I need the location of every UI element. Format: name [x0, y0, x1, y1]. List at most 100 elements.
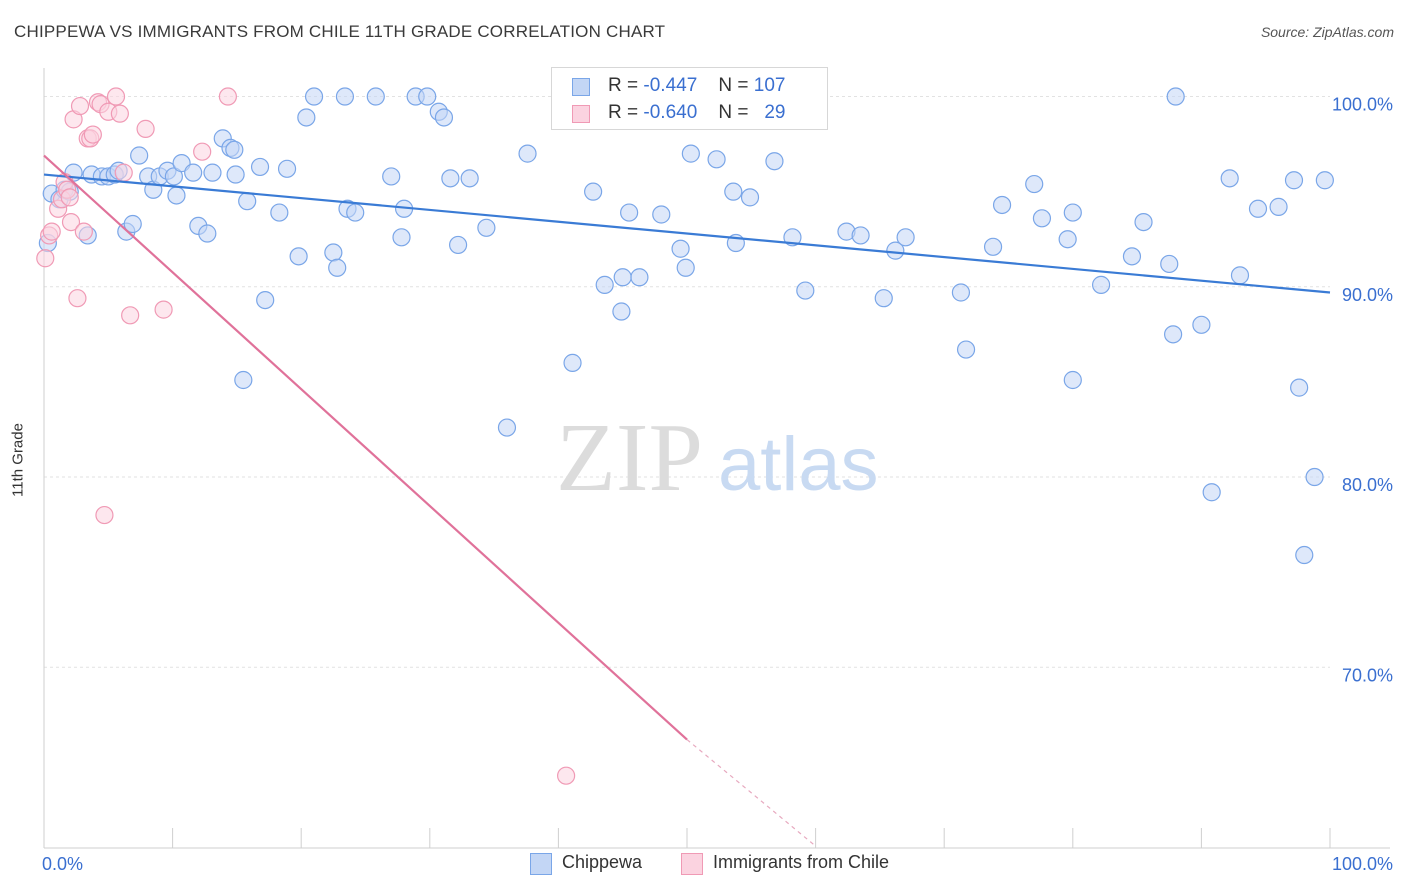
chippewa-point	[630, 268, 649, 287]
chippewa-point	[886, 241, 905, 260]
chippewa-point	[563, 353, 582, 372]
chippewa-point	[1230, 266, 1250, 285]
chippewa-point	[1202, 483, 1221, 502]
chippewa-point	[497, 418, 517, 437]
chippewa-point	[448, 235, 468, 255]
chippewa-point	[382, 167, 401, 186]
chippewa-point	[1166, 87, 1185, 106]
chippewa-point	[951, 283, 971, 302]
chippewa-point	[324, 243, 343, 262]
chile-point	[193, 142, 212, 161]
legend-swatch-chippewa	[530, 853, 552, 875]
chile-point	[61, 212, 81, 232]
chippewa-point	[1248, 199, 1268, 218]
chippewa-point	[620, 203, 639, 222]
chippewa-point	[613, 268, 632, 287]
chile-point	[42, 222, 61, 241]
chippewa-point	[304, 87, 324, 106]
legend-label-chile: Immigrants from Chile	[713, 852, 890, 872]
chippewa-point	[1160, 254, 1179, 274]
stats-swatch-chile	[572, 105, 590, 123]
chippewa-point	[418, 87, 437, 106]
chippewa-point	[1091, 275, 1111, 294]
watermark-atlas: atlas	[718, 422, 879, 507]
chippewa-point	[518, 144, 537, 163]
chippewa-point	[256, 290, 275, 310]
stats-swatch-chippewa	[572, 78, 590, 96]
y-tick-label: 70.0%	[1342, 665, 1393, 685]
chippewa-point	[1290, 378, 1309, 397]
chile-point	[114, 163, 133, 182]
chippewa-point	[1284, 171, 1304, 190]
chile-trend-line	[43, 154, 688, 741]
chippewa-point	[250, 157, 270, 177]
chile-point	[218, 87, 237, 106]
chippewa-point	[896, 228, 915, 247]
chippewa-point	[612, 302, 631, 321]
chippewa-point	[203, 163, 222, 182]
stats-box: R = -0.447 N = 107 R = -0.640 N = 29	[551, 67, 828, 130]
chippewa-point	[1134, 212, 1153, 232]
chippewa-point	[956, 340, 976, 359]
chippewa-point	[1295, 545, 1314, 565]
chippewa-point	[1305, 467, 1324, 487]
chippewa-point	[289, 247, 308, 266]
chippewa-point	[851, 226, 870, 245]
chippewa-point	[1192, 315, 1211, 334]
chippewa-point	[1122, 247, 1142, 266]
stats-n-label: N =	[718, 75, 749, 96]
chile-trend-extension	[686, 739, 816, 847]
chippewa-point	[681, 144, 700, 163]
chippewa-point	[1315, 171, 1334, 190]
chippewa-point	[1063, 370, 1082, 390]
stats-r-label: R =	[608, 75, 639, 96]
chippewa-point	[167, 186, 186, 205]
chippewa-point	[796, 281, 815, 300]
chippewa-point	[992, 195, 1012, 215]
chile-point	[121, 306, 140, 325]
watermark: ZIP atlas	[556, 404, 879, 512]
chippewa-point	[783, 228, 802, 247]
chippewa-point	[198, 224, 217, 243]
chippewa-point	[584, 182, 603, 201]
chile-point	[36, 249, 55, 268]
chippewa-point	[1032, 209, 1052, 228]
stats-n-value: 29	[764, 102, 786, 123]
chippewa-point	[724, 182, 743, 201]
y-tick-label: 90.0%	[1342, 285, 1393, 305]
chippewa-point	[441, 169, 460, 188]
stats-r-label: R =	[608, 102, 639, 123]
chippewa-point	[1058, 230, 1077, 249]
chippewa-point	[652, 205, 671, 224]
axes	[43, 68, 1390, 849]
chile-point	[74, 222, 93, 241]
chile-point	[83, 125, 102, 144]
stats-n-label: N =	[718, 102, 749, 123]
chile-point	[557, 766, 576, 785]
chart-title: CHIPPEWA VS IMMIGRANTS FROM CHILE 11TH G…	[14, 22, 666, 41]
chippewa-point	[238, 192, 257, 211]
chippewa-point	[123, 214, 142, 234]
chippewa-point	[460, 169, 479, 188]
chile-point	[154, 300, 173, 319]
chippewa-point	[676, 258, 695, 277]
chippewa-point	[335, 87, 355, 106]
chile-point	[95, 505, 114, 525]
chippewa-point	[595, 275, 614, 294]
chippewa-point	[366, 87, 385, 106]
chippewa-point	[392, 228, 411, 247]
chile-point	[106, 87, 126, 106]
chippewa-point	[277, 159, 297, 178]
y-tick-label: 80.0%	[1342, 475, 1393, 495]
chippewa-point	[1063, 203, 1082, 222]
chippewa-point	[740, 188, 760, 207]
x-tick-label: 0.0%	[42, 854, 83, 874]
chippewa-point	[234, 370, 253, 390]
chile-point	[136, 119, 155, 138]
chippewa-point	[671, 239, 690, 258]
chile-point	[70, 96, 90, 116]
chippewa-point	[1269, 197, 1288, 216]
chippewa-point	[477, 218, 496, 237]
chile-point	[110, 104, 129, 123]
